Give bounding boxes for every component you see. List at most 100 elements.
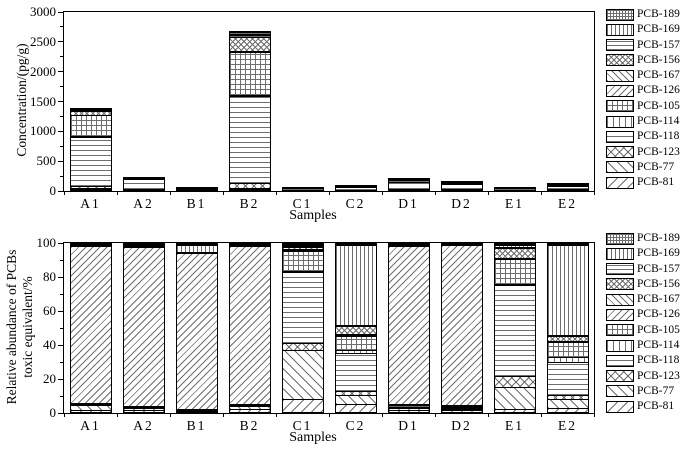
segment-PCB-81 [123, 410, 164, 412]
legend-row-PCB-123: PCB-123 [606, 146, 680, 159]
x-tick [116, 413, 118, 417]
legend-row-PCB-157: PCB-157 [606, 39, 680, 52]
segment-PCB-118 [494, 285, 535, 376]
segment-PCB-169 [547, 244, 588, 335]
x-tick [381, 413, 383, 417]
x-tick [593, 413, 595, 417]
segment-PCB-189 [335, 244, 376, 245]
segment-PCB-157 [494, 247, 535, 249]
segment-PCB-118 [547, 186, 588, 190]
x-category-label-A2: A2 [133, 196, 154, 211]
y-tick [57, 276, 63, 278]
bar-B1 [175, 187, 218, 191]
x-tick [540, 413, 542, 417]
bar-A1 [69, 108, 112, 191]
segment-PCB-118 [123, 179, 164, 189]
segment-PCB-169 [123, 244, 164, 246]
bar-D2 [440, 243, 483, 413]
segment-PCB-167 [229, 245, 270, 247]
bar-E1 [493, 243, 536, 413]
segment-PCB-169 [335, 244, 376, 326]
segment-PCB-81 [335, 404, 376, 412]
bar-E1 [493, 186, 536, 191]
segment-PCB-105 [335, 336, 376, 350]
legend-swatch-PCB-126 [606, 84, 634, 97]
segment-PCB-77 [70, 405, 111, 411]
segment-PCB-105 [441, 182, 482, 184]
legend-row-PCB-126: PCB-126 [606, 308, 680, 321]
segment-PCB-167 [176, 252, 217, 254]
segment-PCB-167 [335, 333, 376, 335]
legend-label-PCB-105: PCB-105 [637, 99, 680, 112]
y-tick [57, 101, 63, 102]
segment-PCB-189 [494, 244, 535, 245]
segment-PCB-77 [123, 407, 164, 411]
segment-PCB-118 [494, 188, 535, 190]
segment-PCB-77 [441, 408, 482, 411]
bar-C2 [334, 243, 377, 413]
legend-swatch-PCB-123 [606, 146, 634, 159]
legend-swatch-PCB-189 [606, 8, 634, 21]
x-tick [593, 191, 595, 195]
x-category-label-A1: A1 [80, 196, 101, 211]
legend-label-PCB-123: PCB-123 [637, 369, 680, 382]
segment-PCB-156 [335, 326, 376, 334]
y-tick [57, 130, 63, 132]
segment-PCB-77 [335, 395, 376, 405]
segment-PCB-156 [494, 248, 535, 259]
segment-PCB-118 [441, 184, 482, 190]
y-minor-tick [59, 86, 63, 88]
segment-PCB-123 [547, 395, 588, 399]
segment-PCB-81 [70, 410, 111, 412]
segment-PCB-105 [123, 405, 164, 407]
legend-label-PCB-77: PCB-77 [637, 384, 675, 397]
segment-PCB-167 [282, 249, 323, 250]
y-minor-tick [59, 145, 63, 147]
bar-D1 [387, 178, 430, 191]
segment-PCB-169 [229, 33, 270, 36]
segment-PCB-189 [70, 109, 111, 110]
segment-PCB-81 [388, 410, 429, 412]
x-category-label-A1: A1 [80, 418, 101, 433]
legend-swatch-PCB-105 [606, 100, 634, 113]
segment-PCB-114 [494, 284, 535, 286]
segment-PCB-156 [441, 244, 482, 245]
legend-swatch-PCB-189 [606, 232, 634, 245]
segment-PCB-118 [123, 406, 164, 408]
segment-PCB-123 [441, 408, 482, 409]
y-tick-label: 2500 [30, 33, 56, 49]
segment-PCB-156 [70, 244, 111, 246]
legend-label-PCB-169: PCB-169 [637, 247, 680, 260]
segment-PCB-126 [176, 253, 217, 409]
legend-swatch-PCB-169 [606, 23, 634, 36]
legend-swatch-PCB-157 [606, 39, 634, 52]
segment-PCB-189 [547, 244, 588, 245]
segment-PCB-118 [335, 353, 376, 391]
y-tick [57, 160, 63, 162]
x-tick [487, 191, 489, 195]
segment-PCB-77 [388, 407, 429, 411]
segment-PCB-105 [229, 51, 270, 95]
legend-label-PCB-167: PCB-167 [637, 293, 680, 306]
y-tick-label: 20 [43, 371, 56, 386]
legend-label-PCB-118: PCB-118 [637, 354, 680, 367]
segment-PCB-126 [282, 249, 323, 251]
segment-PCB-118 [547, 361, 588, 396]
y-tick [57, 412, 63, 414]
legend-row-PCB-114: PCB-114 [606, 339, 680, 352]
relative-abundance-plot-area: 0 20 40 60 80 100 A1 A2 B1 B2 C1 C2 D1 D2 E1 E2 [37, 236, 595, 433]
bar-C1 [281, 243, 324, 413]
y-tick-label: 500 [36, 153, 57, 169]
x-category-label-E2: E2 [558, 196, 577, 211]
segment-PCB-114 [547, 356, 588, 362]
segment-PCB-77 [70, 188, 111, 190]
legend-row-PCB-123: PCB-123 [606, 369, 680, 383]
x-tick [63, 413, 65, 417]
y-minor-tick [59, 327, 63, 329]
y-minor-tick [59, 175, 63, 177]
legend-label-PCB-126: PCB-126 [637, 308, 680, 321]
x-tick [434, 191, 436, 195]
legend-label-PCB-118: PCB-118 [637, 130, 680, 143]
legend-row-PCB-118: PCB-118 [606, 130, 680, 143]
x-category-label-B2: B2 [239, 196, 260, 211]
